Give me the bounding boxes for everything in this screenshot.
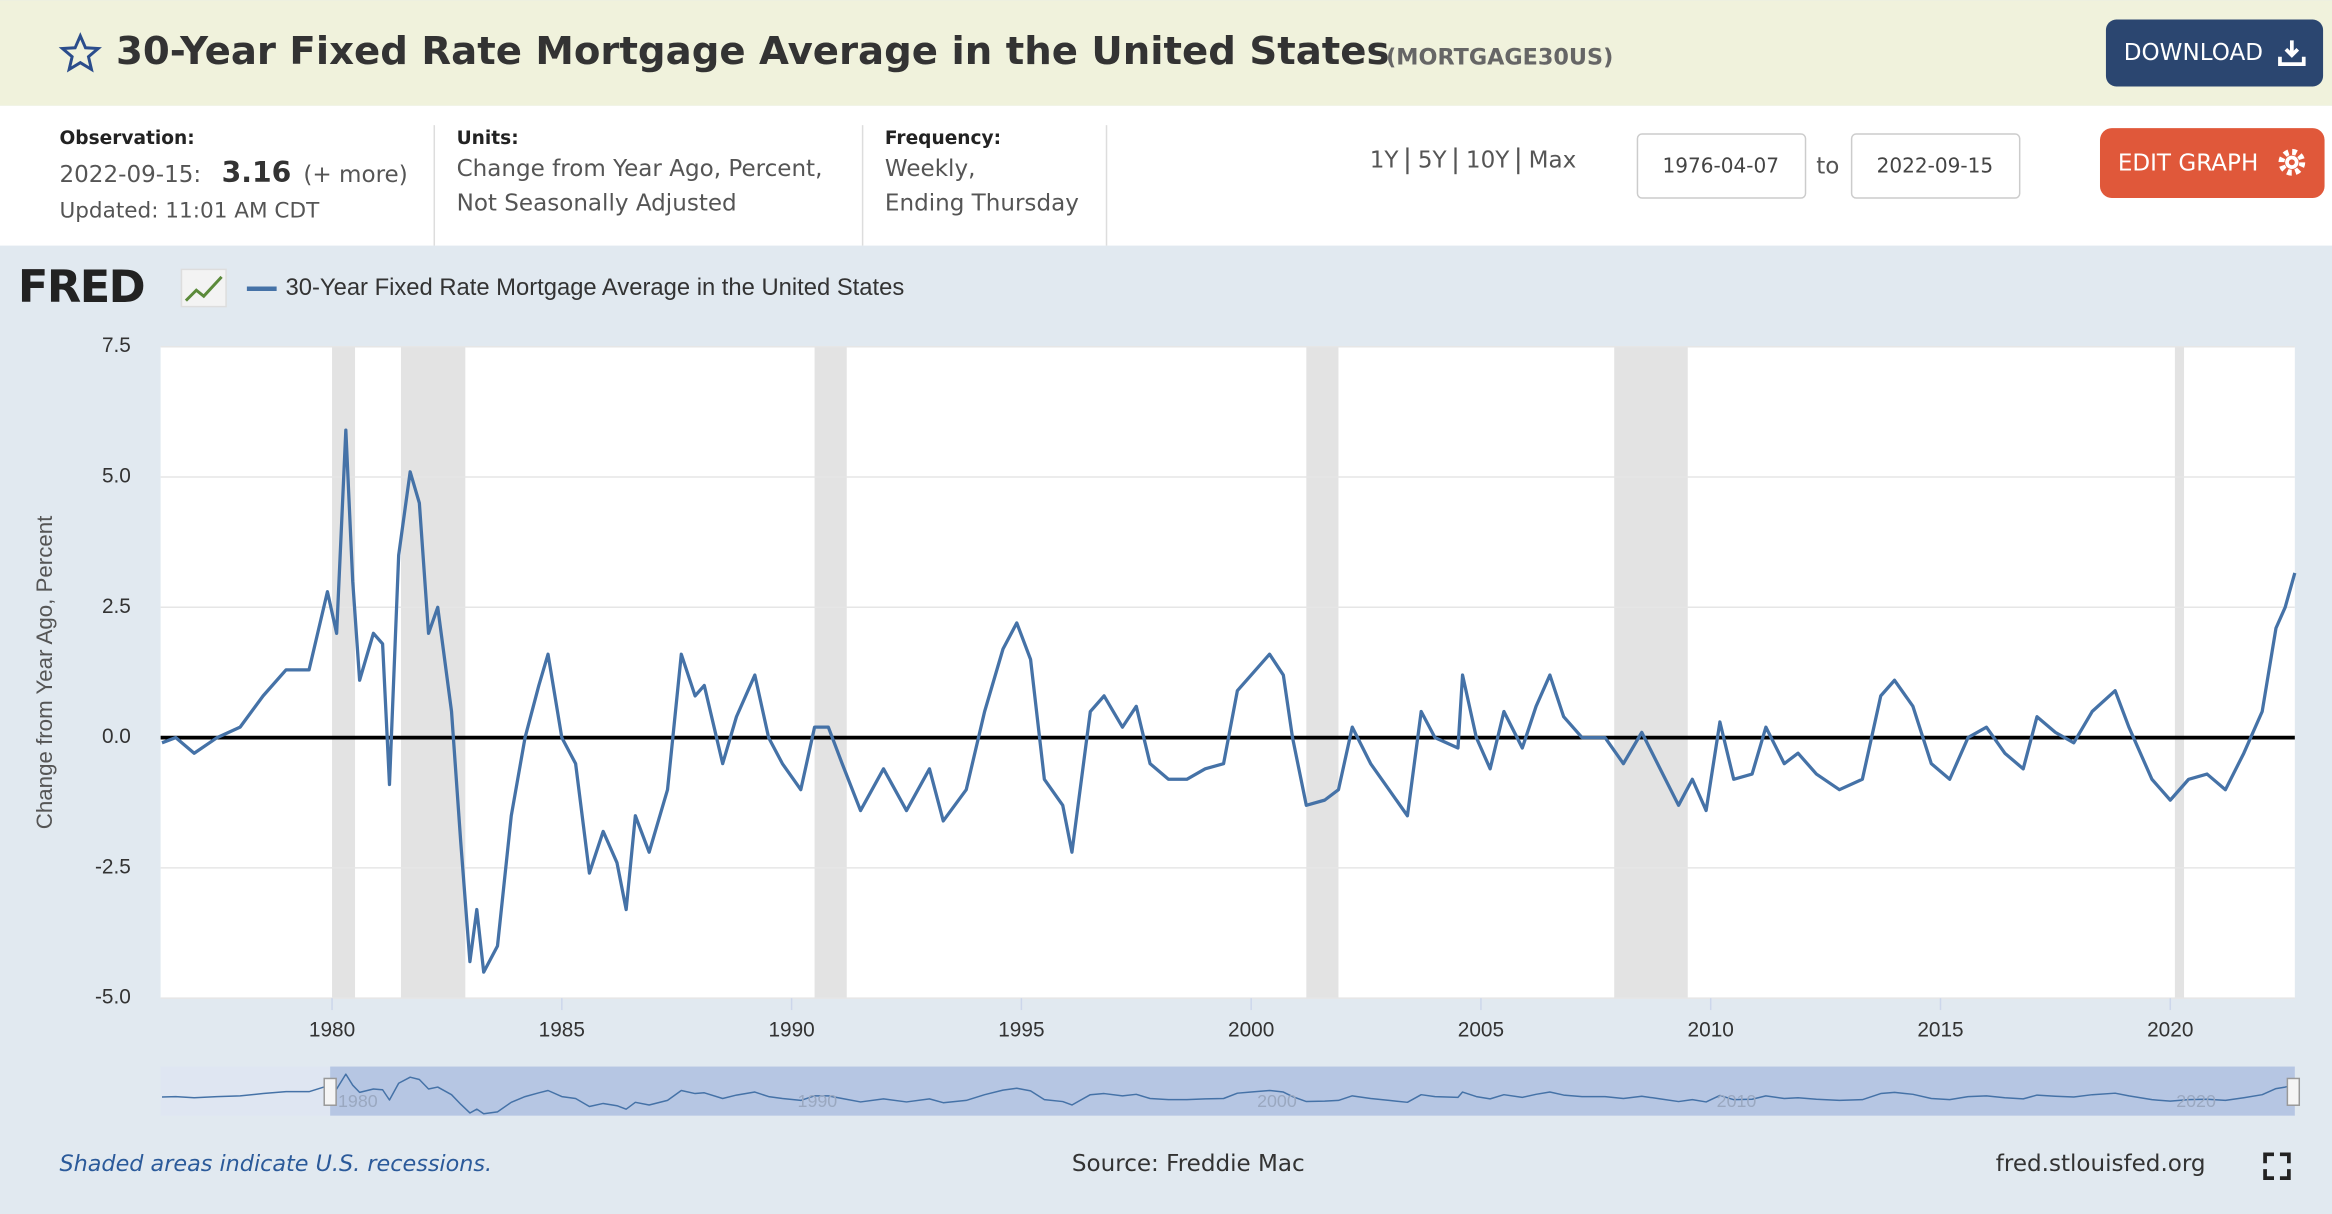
navigator-tick-label: 2010: [1717, 1091, 1757, 1111]
navigator-tick-label: 1990: [798, 1091, 838, 1111]
recession-band: [814, 346, 847, 999]
recession-band: [332, 346, 356, 999]
more-link[interactable]: (+ more): [303, 162, 407, 188]
download-icon: [2278, 40, 2306, 67]
y-axis-label: Change from Year Ago, Percent: [32, 515, 57, 829]
start-date: 1976-04-07: [1662, 153, 1779, 177]
gear-icon: [2278, 148, 2306, 176]
grid: 7.5 5.0 2.5 0.0 -2.5 -5.0 1980 1985 1990 1995 2000…: [95, 334, 2295, 1041]
navigator-series: 1980 1990 2000 2010 2020: [161, 1073, 2296, 1115]
recession-band: [400, 346, 466, 999]
recession-band: [1614, 346, 1688, 999]
frequency-line: Ending Thursday: [885, 190, 1079, 216]
navigator-handle[interactable]: [2286, 1077, 2301, 1106]
legend-label: 30-Year Fixed Rate Mortgage Average in t…: [286, 274, 905, 301]
edit-graph-button[interactable]: [2099, 128, 2325, 199]
range-buttons: 1Y 5Y 10Y Max: [1370, 147, 1577, 175]
fred-logo: FRED: [18, 261, 144, 313]
x-tick-label: 2020: [2147, 1018, 2193, 1041]
units-label: Units:: [457, 128, 519, 149]
navigator-selection: [330, 1066, 2295, 1116]
units-line: Change from Year Ago, Percent,: [457, 156, 823, 182]
units-line: Not Seasonally Adjusted: [457, 190, 737, 216]
navigator-line: [161, 1073, 2296, 1115]
series-id: (MORTGAGE30US): [1386, 45, 1613, 71]
navigator-tick-label: 2020: [2176, 1091, 2216, 1111]
data-line: [161, 428, 2297, 974]
observation-value: 3.16: [222, 156, 292, 189]
header-bar: [0, 0, 2332, 106]
logo-icon: [180, 268, 227, 308]
y-tick-label: 0.0: [102, 725, 131, 748]
range-button[interactable]: 1Y: [1370, 147, 1400, 173]
observation-date: 2022-09-15:: [59, 162, 201, 188]
download-button[interactable]: [2105, 19, 2324, 87]
x-tick-label: 2010: [1688, 1018, 1734, 1041]
star-icon[interactable]: [58, 32, 102, 73]
page-title: 30-Year Fixed Rate Mortgage Average in t…: [116, 29, 1390, 74]
plot-area: [160, 346, 2295, 999]
to-label: to: [1816, 153, 1839, 179]
y-tick-label: 2.5: [102, 595, 131, 618]
navigator-tick-label: 2000: [1257, 1091, 1297, 1111]
x-tick-label: 2015: [1917, 1018, 1963, 1041]
y-tick-label: 7.5: [102, 334, 131, 357]
navigator-handle[interactable]: [323, 1077, 337, 1106]
range-button[interactable]: 5Y: [1418, 147, 1448, 173]
end-date: 2022-09-15: [1877, 153, 1994, 177]
recession-band: [1306, 346, 1339, 999]
series: [161, 428, 2297, 974]
edit-graph-label: EDIT GRAPH: [2118, 150, 2258, 176]
end-date-input[interactable]: [1850, 133, 2021, 199]
y-tick-label: 5.0: [102, 465, 131, 488]
recessions: [332, 346, 2185, 999]
observation-label: Observation:: [59, 128, 194, 149]
x-tick-label: 2000: [1228, 1018, 1274, 1041]
source: Source: Freddie Mac: [1072, 1151, 1305, 1177]
x-tick-label: 2005: [1458, 1018, 1504, 1041]
navigator-tick-label: 1980: [338, 1091, 378, 1111]
x-tick-label: 1985: [539, 1018, 585, 1041]
start-date-input[interactable]: [1636, 133, 1807, 199]
range-button[interactable]: 10Y: [1466, 147, 1510, 173]
x-tick-label: 1980: [309, 1018, 355, 1041]
fullscreen-icon[interactable]: [2263, 1152, 2291, 1180]
recession-note: Shaded areas indicate U.S. recessions.: [59, 1151, 492, 1177]
y-tick-label: -5.0: [95, 986, 131, 1009]
frequency-label: Frequency:: [885, 128, 1001, 149]
x-tick-label: 1995: [998, 1018, 1044, 1041]
frequency-line: Weekly,: [885, 156, 976, 182]
x-tick-label: 1990: [768, 1018, 814, 1041]
y-tick-label: -2.5: [95, 855, 131, 878]
updated: Updated: 11:01 AM CDT: [59, 198, 320, 223]
range-button[interactable]: Max: [1529, 147, 1577, 173]
download-label: DOWNLOAD: [2124, 40, 2263, 66]
recession-band: [2174, 346, 2185, 999]
site-link[interactable]: fred.stlouisfed.org: [1996, 1151, 2206, 1177]
